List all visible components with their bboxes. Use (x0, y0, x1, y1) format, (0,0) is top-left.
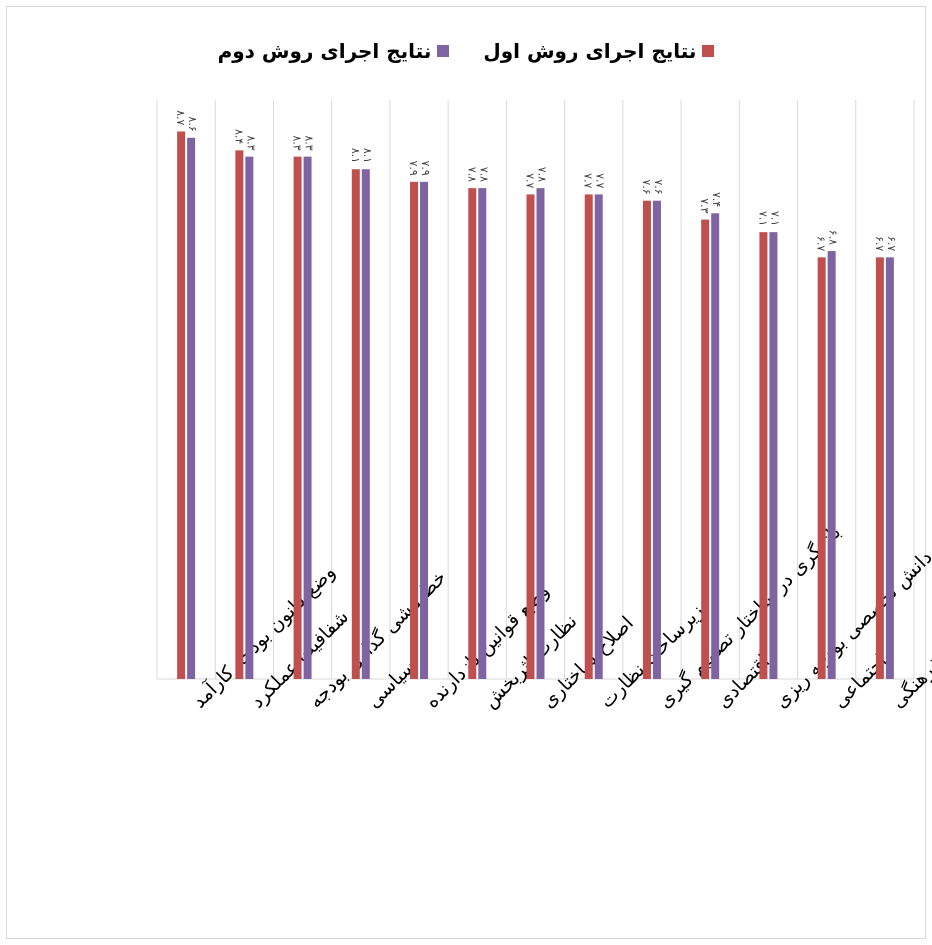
data-label-series1: ۷.۱ (756, 211, 769, 226)
bar-series1 (468, 188, 477, 679)
bar-series2 (594, 194, 603, 680)
data-label-series1: ۷.۷ (582, 173, 595, 188)
data-label-series2: ۷.۶ (652, 179, 665, 194)
bar-series1 (642, 200, 651, 679)
bar-series2 (361, 169, 370, 679)
data-label-series2: ۷.۹ (419, 160, 432, 175)
bar-series2 (420, 181, 429, 679)
data-label-series2: ۷.۷ (594, 173, 607, 188)
data-label-series2: ۸.۱ (361, 148, 374, 163)
bar-series2 (885, 257, 894, 679)
data-label-series2: ۶.۸ (827, 230, 840, 245)
data-label-series2: ۷.۴ (710, 192, 723, 207)
bar-series1 (584, 194, 593, 680)
bar-series2 (478, 188, 487, 679)
bar-series1 (701, 219, 710, 679)
bar-series1 (817, 257, 826, 679)
data-label-series1: ۷.۳ (698, 198, 711, 213)
data-label-series1: ۸.۱ (349, 148, 362, 163)
legend-label-series1: نتایج اجرای روش اول (483, 39, 697, 63)
bar-series1 (351, 169, 360, 679)
data-label-series2: ۶.۷ (885, 236, 898, 251)
bar-series2 (769, 232, 778, 680)
bar-series1 (875, 257, 884, 679)
data-label-series2: ۸.۳ (303, 135, 316, 150)
category-label: زیرساخت نظارت (596, 600, 708, 712)
bar-series2 (303, 156, 312, 680)
data-label-series1: ۸.۷ (174, 110, 187, 125)
bar-series2 (711, 213, 720, 680)
bar-series1 (759, 232, 768, 680)
data-label-series1: ۸.۴ (232, 129, 245, 144)
legend-swatch-series2 (437, 45, 450, 57)
data-label-series1: ۶.۷ (873, 236, 886, 251)
bar-series1 (293, 156, 302, 680)
data-label-series2: ۷.۸ (536, 167, 549, 182)
bar-series2 (536, 188, 545, 679)
bar-series1 (235, 150, 244, 679)
data-label-series1: ۷.۷ (524, 173, 537, 188)
legend-swatch-series1 (702, 45, 715, 57)
bar-series1 (526, 194, 535, 680)
data-label-series1: ۷.۸ (465, 167, 478, 182)
data-label-series2: ۸.۶ (186, 116, 199, 131)
legend-label-series2: نتایج اجرای روش دوم (217, 39, 432, 63)
bar-series2 (827, 251, 836, 680)
chart-legend: نتایج اجرای روش اول نتایج اجرای روش دوم (0, 34, 932, 68)
data-label-series1: ۶.۷ (815, 236, 828, 251)
data-label-series2: ۷.۸ (477, 167, 490, 182)
data-label-series1: ۷.۶ (640, 179, 653, 194)
data-label-series1: ۷.۹ (407, 160, 420, 175)
data-label-series2: ۸.۳ (244, 135, 257, 150)
legend-item-series2: نتایج اجرای روش دوم (218, 39, 450, 63)
bar-series1 (177, 131, 186, 679)
legend-item-series1: نتایج اجرای روش اول (483, 39, 715, 63)
data-label-series2: ۷.۱ (768, 211, 781, 226)
data-label-series1: ۸.۳ (291, 135, 304, 150)
bar-series2 (245, 156, 254, 680)
bar-series2 (652, 200, 661, 679)
bar-series2 (187, 137, 196, 679)
bar-series1 (410, 181, 419, 679)
